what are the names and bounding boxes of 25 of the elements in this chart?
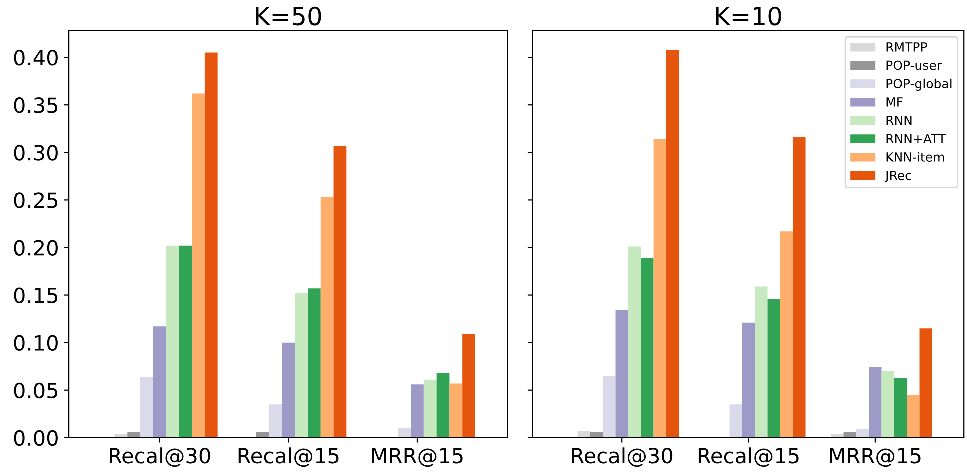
- y-tick-label: 0.10: [14, 335, 58, 352]
- legend-label: POP-user: [886, 60, 942, 70]
- legend-label: JRec: [884, 171, 912, 183]
- x-tick-label: Recal@15: [238, 448, 339, 468]
- y-tick-label: 0.25: [14, 192, 58, 208]
- x-tick-label: Recal@30: [572, 448, 673, 468]
- legend-label: MF: [886, 98, 903, 107]
- legend-label: RNN: [886, 116, 912, 126]
- legend-label: KNN-item: [886, 152, 944, 162]
- y-tick-label: 0.20: [14, 240, 58, 256]
- y-tick-label: 0.05: [14, 382, 58, 399]
- x-tick-label: MRR@15: [830, 448, 921, 468]
- chart-title: K=50: [256, 6, 322, 26]
- y-tick-label: 0.00: [14, 430, 58, 446]
- x-tick-label: MRR@15: [372, 448, 463, 468]
- y-tick-label: 0.35: [14, 98, 58, 114]
- chart-title: K=10: [716, 6, 782, 26]
- y-tick-label: 0.30: [14, 145, 58, 161]
- x-tick-label: Recal@15: [698, 448, 799, 468]
- legend-label: POP-global: [886, 78, 952, 91]
- y-tick-label: 0.40: [14, 50, 58, 66]
- legend-label: RNN+ATT: [886, 134, 946, 144]
- legend-label: RMTPP: [886, 42, 928, 52]
- x-tick-label: Recal@30: [110, 448, 210, 468]
- y-tick-label: 0.15: [14, 288, 58, 304]
